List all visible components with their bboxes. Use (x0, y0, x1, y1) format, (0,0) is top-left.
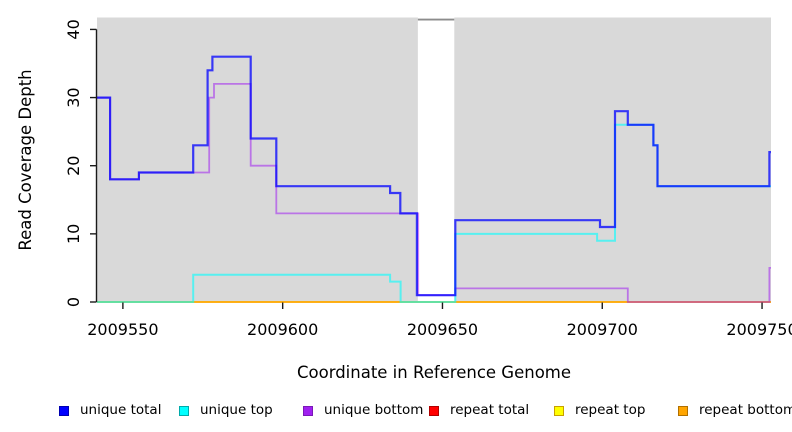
x-tick-label: 2009550 (87, 320, 158, 339)
y-tick-label: 10 (64, 224, 83, 244)
legend-item-unique-total: unique total (59, 403, 161, 418)
x-tick-label: 2009600 (247, 320, 318, 339)
plot-area (97, 17, 771, 302)
legend-item-repeat-bottom: repeat bottom (678, 403, 792, 418)
series-unique_total (97, 55, 771, 297)
legend-swatch-repeat-top (554, 405, 564, 416)
legend-item-repeat-total: repeat total (429, 403, 529, 418)
legend-swatch-unique-bottom (303, 405, 313, 416)
legend-label: repeat top (575, 402, 646, 418)
x-tick-label: 2009700 (567, 320, 638, 339)
x-axis-title: Coordinate in Reference Genome (297, 363, 571, 382)
gap-band (417, 17, 455, 302)
legend-label: unique bottom (324, 402, 424, 418)
y-axis-title: Read Coverage Depth (16, 69, 35, 250)
y-tick-label: 20 (64, 156, 83, 176)
y-tick-label: 40 (64, 19, 83, 39)
legend-label: unique total (80, 402, 162, 418)
x-tick-label: 2009650 (407, 320, 478, 339)
x-tick-label: 2009750 (726, 320, 792, 339)
y-tick-label: 30 (64, 87, 83, 107)
y-tick-label: 0 (64, 297, 83, 307)
legend-label: repeat total (450, 402, 530, 418)
legend-swatch-unique-total (59, 405, 69, 416)
legend-swatch-repeat-total (429, 405, 439, 416)
legend-item-repeat-top: repeat top (554, 403, 645, 418)
axes: 0 10 20 30 40 2009550 2009600 2009650 2009700 200… (64, 19, 792, 339)
series-lines (97, 55, 771, 303)
legend: unique total unique top unique bottom re… (0, 399, 792, 419)
legend-item-unique-top: unique top (179, 403, 273, 418)
legend-item-unique-bottom: unique bottom (303, 403, 423, 418)
legend-swatch-repeat-bottom (678, 405, 688, 416)
legend-label: unique top (200, 402, 273, 418)
legend-label: repeat bottom (699, 402, 792, 418)
legend-swatch-unique-top (179, 405, 189, 416)
